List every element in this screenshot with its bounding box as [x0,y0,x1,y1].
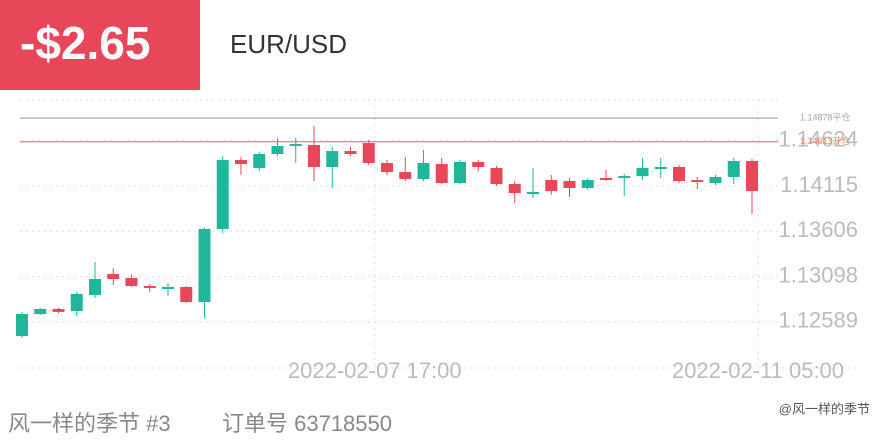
candle-body [727,161,740,178]
reference-label: 1.14613开仓 [800,135,851,146]
x-tick-label: 2022-02-07 17:00 [288,358,462,383]
candle-body [34,309,47,315]
candle-body [417,162,430,179]
candle-body [545,180,558,191]
pnl: -$2.65 [20,17,150,69]
candle-body [52,309,65,312]
candle-body [89,278,101,295]
order-number: 订单号 63718550 [222,411,392,436]
candle-body [107,273,120,279]
candle-body [563,181,576,188]
candle-body [326,151,339,167]
candle-body [600,178,612,181]
candle-body [472,161,485,167]
candle-body [344,151,357,154]
y-tick-label: 1.14115 [780,172,858,197]
candle-body [289,144,302,146]
candle-body [399,172,412,179]
y-tick-label: 1.14624 [778,127,858,152]
candle-body [454,161,466,183]
candle-body [16,314,28,336]
candle-body [673,166,685,182]
pnl-badge [0,0,200,90]
account: 风一样的季节 #3 [8,411,171,436]
watermark: @风一样的季节 [779,401,870,416]
candle-body [180,286,193,303]
candle-body [216,160,229,229]
candle-body [654,166,667,170]
y-tick-label: 1.12589 [778,308,858,333]
candle-body [709,177,722,183]
candle-body [581,180,594,188]
candle-body [490,168,503,185]
candle-body [636,168,649,177]
candle-body [70,293,83,311]
candle-body [527,191,539,195]
candle-body [362,143,375,163]
candle-body [508,184,521,194]
candle-body [746,161,758,191]
candle-body [435,164,448,183]
candle-body [271,145,284,154]
candle-body [235,160,247,165]
candle-body [162,286,174,290]
candle-body [381,162,393,173]
candle-body [691,180,704,183]
symbol: EUR/USD [230,29,347,59]
candle-body [125,277,138,286]
y-tick-label: 1.13098 [778,262,858,287]
y-tick-label: 1.13606 [778,217,858,242]
candle-body [198,228,211,303]
x-tick-label: 2022-02-11 05:00 [672,358,844,383]
candle-body [253,153,266,169]
candle-body [143,285,156,288]
candle-body [308,145,320,167]
candle-body [618,176,631,179]
reference-label: 1.14878平仓 [800,112,851,123]
